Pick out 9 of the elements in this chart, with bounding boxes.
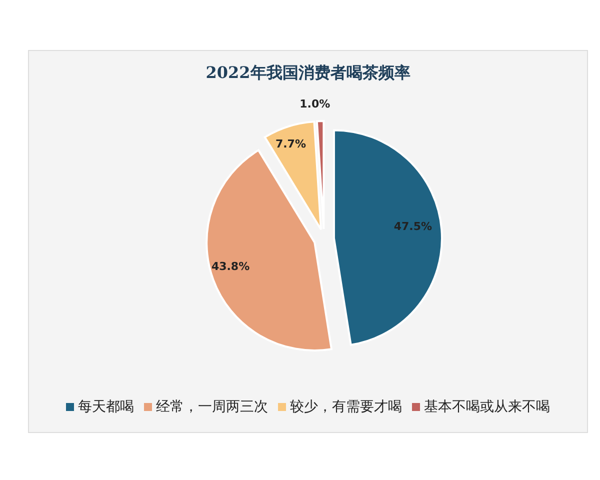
data-label: 7.7% (275, 138, 306, 151)
data-label: 1.0% (300, 98, 330, 111)
legend-label: 较少，有需要才喝 (290, 398, 402, 416)
chart-title: 2022年我国消费者喝茶频率 (204, 63, 412, 84)
legend-label: 经常，一周两三次 (156, 398, 268, 416)
legend-label: 每天都喝 (78, 398, 134, 416)
data-label: 47.5% (394, 220, 432, 234)
data-label: 43.8% (211, 260, 250, 273)
legend-label: 基本不喝或从来不喝 (424, 398, 550, 416)
